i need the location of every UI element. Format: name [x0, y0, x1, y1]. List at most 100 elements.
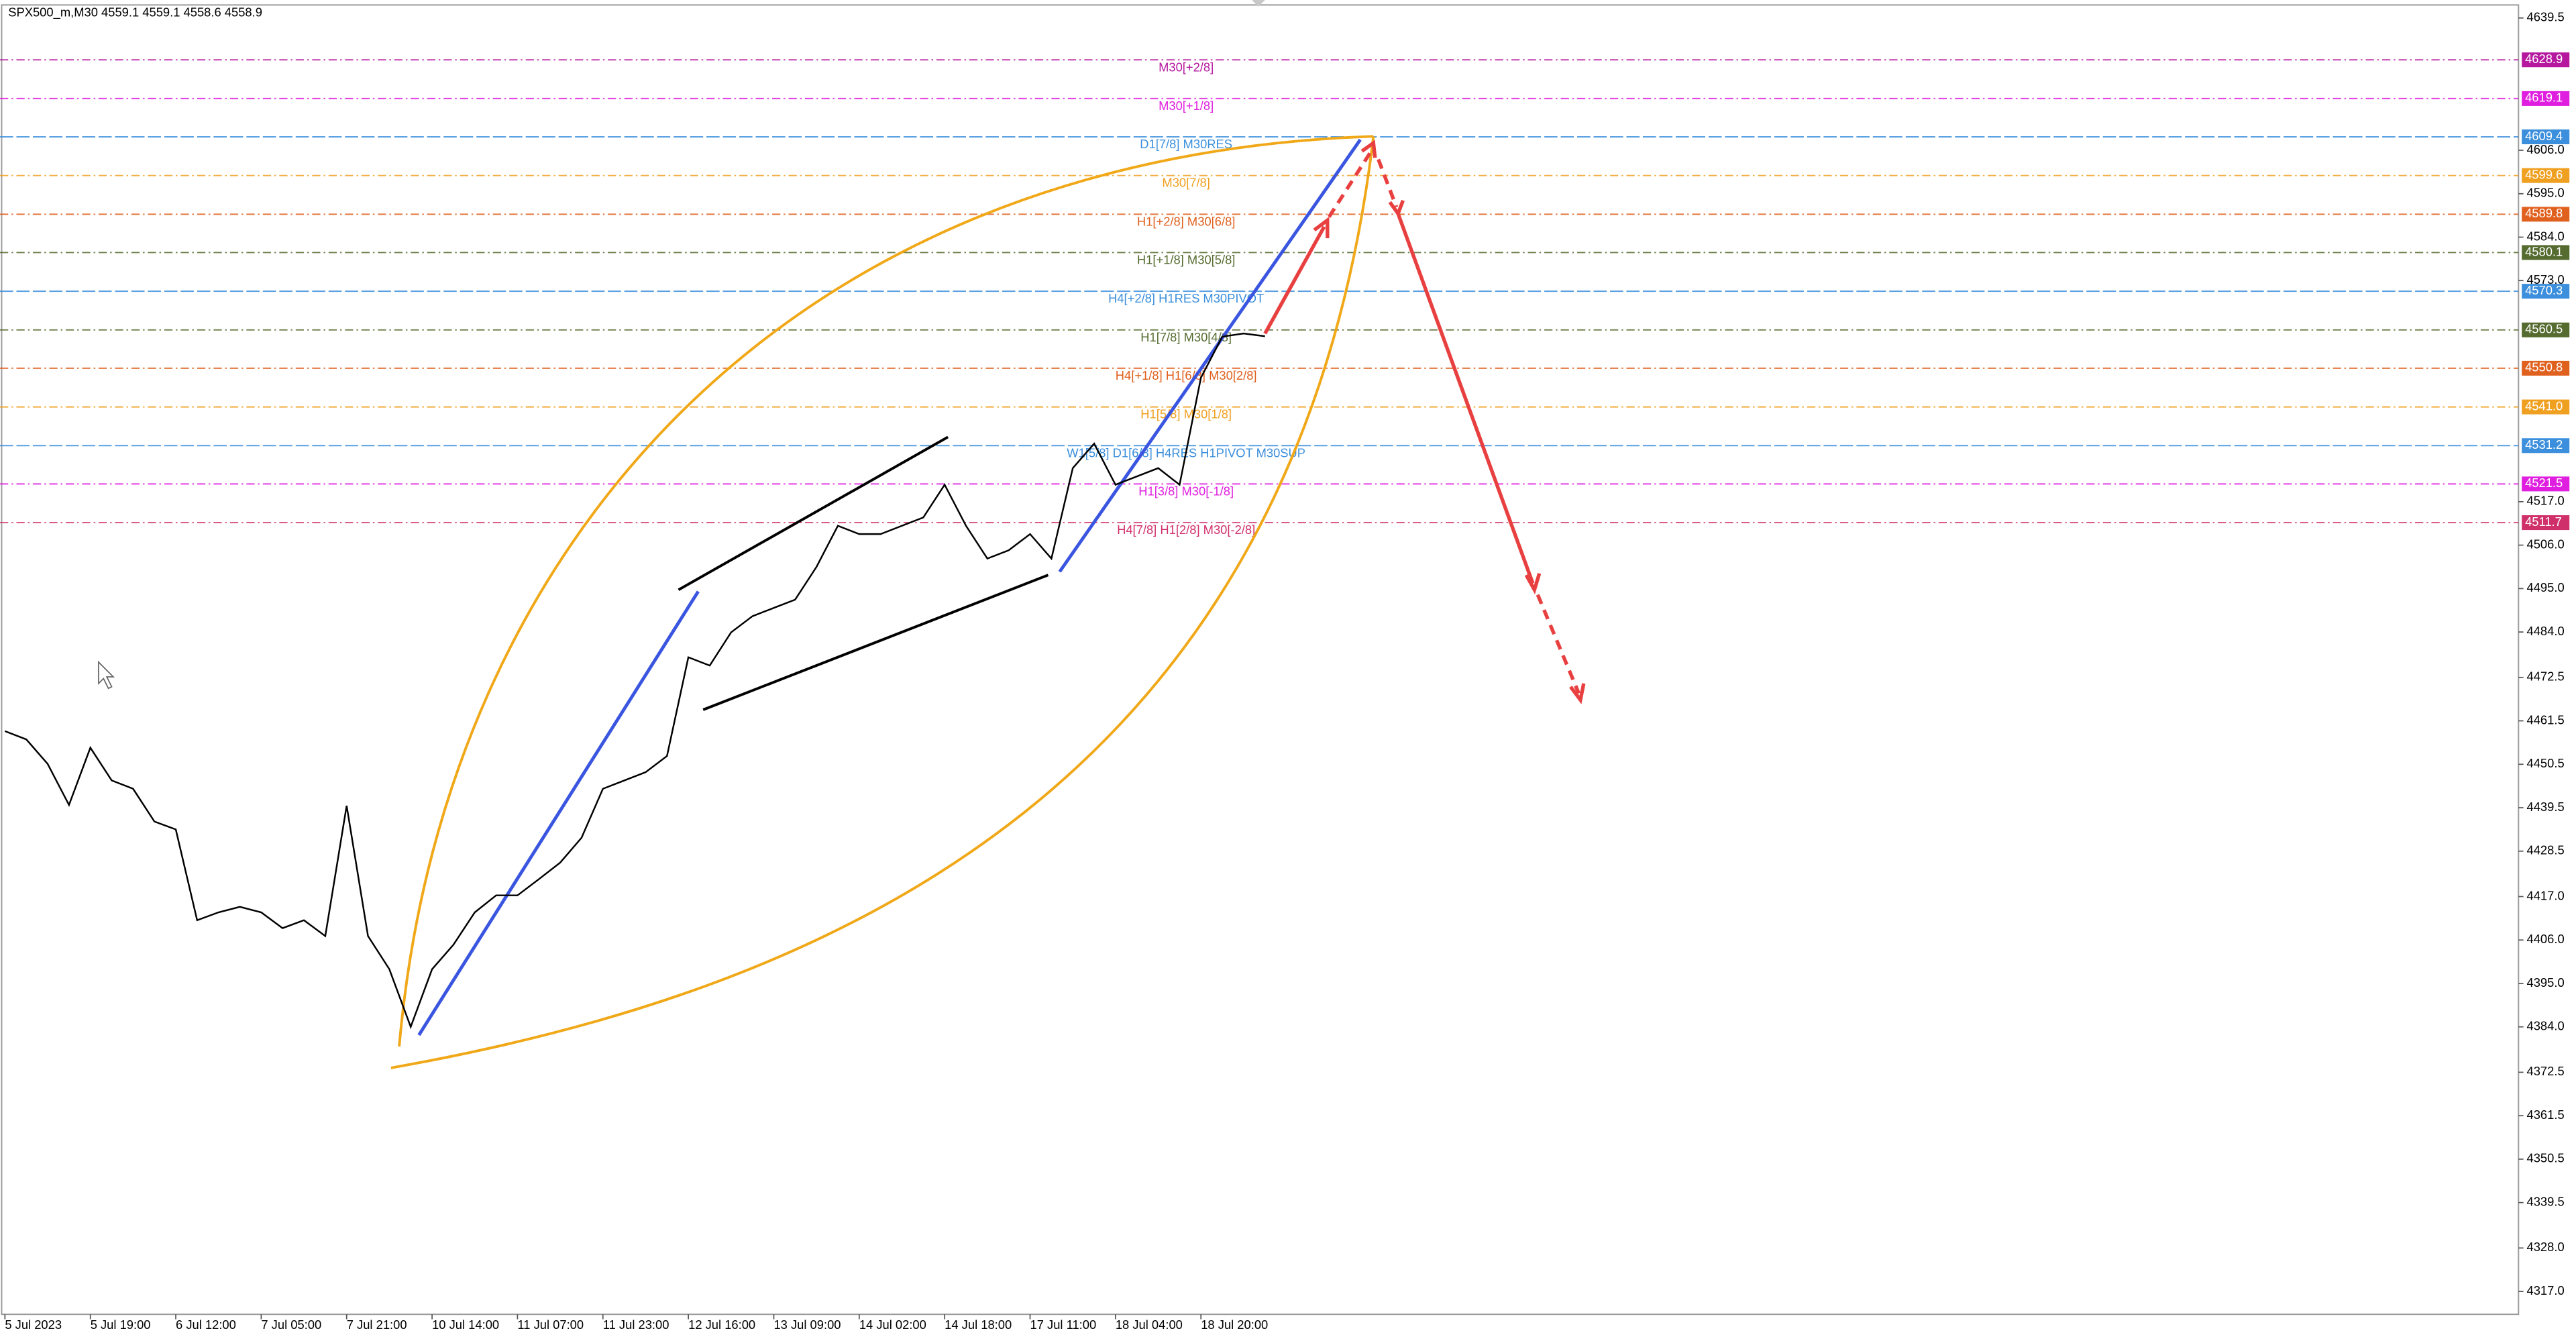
level-label: M30[+2/8] [1159, 60, 1214, 74]
arrow [1327, 152, 1372, 218]
level-label: D1[7/8] M30RES [1140, 137, 1232, 151]
arrow-head [1569, 683, 1586, 704]
level-price-box [2522, 168, 2570, 183]
y-tick-label: 4450.5 [2527, 756, 2565, 770]
x-tick-label: 14 Jul 18:00 [945, 1318, 1012, 1332]
x-tick-label: 13 Jul 09:00 [773, 1318, 841, 1332]
level-price-label: 4599.6 [2525, 168, 2563, 182]
y-tick-label: 4417.0 [2527, 888, 2565, 902]
level-price-label: 4580.1 [2525, 244, 2563, 258]
arrow [1263, 225, 1326, 335]
series [4, 332, 1265, 1030]
level-price-box [2522, 52, 2570, 68]
level-price-label: 4589.8 [2525, 206, 2563, 220]
level-price-label: 4531.2 [2525, 437, 2563, 451]
level-price-box [2522, 245, 2570, 260]
level-price-label: 4550.8 [2525, 360, 2563, 374]
level-price-label: 4570.3 [2525, 283, 2563, 297]
level-label: H1[7/8] M30[4/8] [1140, 330, 1232, 344]
level-price-label: 4521.5 [2525, 476, 2563, 490]
level-label: H1[+2/8] M30[6/8] [1137, 214, 1235, 228]
x-tick-label: 7 Jul 05:00 [261, 1318, 321, 1332]
arc [398, 135, 1374, 1047]
y-tick-label: 4361.5 [2527, 1108, 2565, 1122]
level-price-box [2522, 207, 2570, 222]
y-tick-label: 4517.0 [2527, 494, 2565, 508]
level-price-box [2522, 322, 2570, 337]
y-tick-label: 4339.5 [2527, 1194, 2565, 1208]
level-label: H1[+1/8] M30[5/8] [1137, 253, 1235, 267]
y-tick-label: 4472.5 [2527, 670, 2565, 684]
y-tick-label: 4595.0 [2527, 186, 2565, 200]
arrow [1536, 594, 1580, 694]
y-tick-label: 4372.5 [2527, 1064, 2565, 1078]
axes: 4639.5 4606.0 4595.0 4584.0 4573.0 4517.0 4506… [4, 10, 2570, 1332]
mouse-cursor [98, 660, 115, 690]
y-tick-label: 4606.0 [2527, 142, 2565, 156]
x-tick-label: 11 Jul 07:00 [517, 1318, 584, 1332]
x-tick-label: 18 Jul 04:00 [1116, 1318, 1183, 1332]
level-price-label: 4628.9 [2525, 52, 2563, 66]
level-price-label: 4609.4 [2525, 129, 2563, 143]
level-label: H1[5/8] M30[1/8] [1140, 407, 1232, 421]
forecast-arrows [1263, 140, 1586, 704]
y-tick-label: 4350.5 [2527, 1151, 2565, 1165]
channel-line [678, 435, 949, 591]
arc [390, 136, 1375, 1069]
y-tick-label: 4439.5 [2527, 800, 2565, 814]
level-label: H1[3/8] M30[-1/8] [1138, 484, 1234, 498]
level-label: M30[7/8] [1162, 176, 1210, 190]
y-tick-label: 4639.5 [2527, 10, 2565, 24]
x-tick-label: 10 Jul 14:00 [432, 1318, 499, 1332]
chart-title: SPX500_m,M30 4559.1 4559.1 4558.6 4558.9 [8, 5, 262, 19]
level-price-box [2522, 515, 2570, 531]
trend-line [1058, 138, 1362, 573]
y-tick-label: 4495.0 [2527, 580, 2565, 594]
level-price-label: 4560.5 [2525, 322, 2563, 336]
level-price-box [2522, 284, 2570, 299]
arrow [1396, 213, 1535, 584]
level-price-box [2522, 476, 2570, 492]
y-tick-label: 4317.0 [2527, 1283, 2565, 1297]
level-price-box [2522, 399, 2570, 415]
y-tick-label: 4328.0 [2527, 1240, 2565, 1254]
y-tick-label: 4384.0 [2527, 1019, 2565, 1033]
arrow-head [1388, 199, 1405, 218]
level-price-box [2522, 91, 2570, 106]
y-tick-label: 4584.0 [2527, 229, 2565, 243]
level-price-box [2522, 129, 2570, 145]
x-tick-label: 5 Jul 19:00 [91, 1318, 151, 1332]
level-label: H4[7/8] H1[2/8] M30[-2/8] [1117, 523, 1255, 537]
shift-marker [1252, 0, 1265, 7]
arrow-head [1524, 572, 1542, 595]
x-tick-label: 11 Jul 23:00 [603, 1318, 669, 1332]
x-tick-label: 5 Jul 2023 [5, 1318, 62, 1332]
level-price-label: 4541.0 [2525, 398, 2563, 413]
level-label: H4[+2/8] H1RES M30PIVOT [1108, 291, 1264, 305]
level-price-box [2522, 438, 2570, 453]
y-tick-label: 4406.0 [2527, 932, 2565, 946]
level-price-label: 4511.7 [2525, 515, 2562, 529]
x-tick-label: 12 Jul 16:00 [688, 1318, 755, 1332]
y-tick-label: 4506.0 [2527, 537, 2565, 551]
arrow [1377, 158, 1399, 208]
level-price-box [2522, 360, 2570, 376]
trend-line [417, 590, 700, 1036]
x-tick-label: 7 Jul 21:00 [347, 1318, 407, 1332]
price-line [4, 332, 1265, 1030]
x-tick-label: 17 Jul 11:00 [1030, 1318, 1097, 1332]
y-tick-label: 4484.0 [2527, 624, 2565, 638]
level-price-label: 4619.1 [2525, 91, 2563, 105]
arrow-head [1313, 216, 1330, 239]
level-label: M30[+1/8] [1159, 99, 1214, 113]
channel-line [702, 574, 1049, 711]
x-tick-label: 14 Jul 02:00 [859, 1318, 926, 1332]
y-tick-label: 4461.5 [2527, 712, 2565, 727]
y-tick-label: 4428.5 [2527, 843, 2565, 857]
x-tick-label: 18 Jul 20:00 [1201, 1318, 1268, 1332]
level-label: H4[+1/8] H1[6/8] M30[2/8] [1116, 368, 1257, 382]
drawings [98, 135, 1586, 1069]
y-tick-label: 4395.0 [2527, 975, 2565, 989]
